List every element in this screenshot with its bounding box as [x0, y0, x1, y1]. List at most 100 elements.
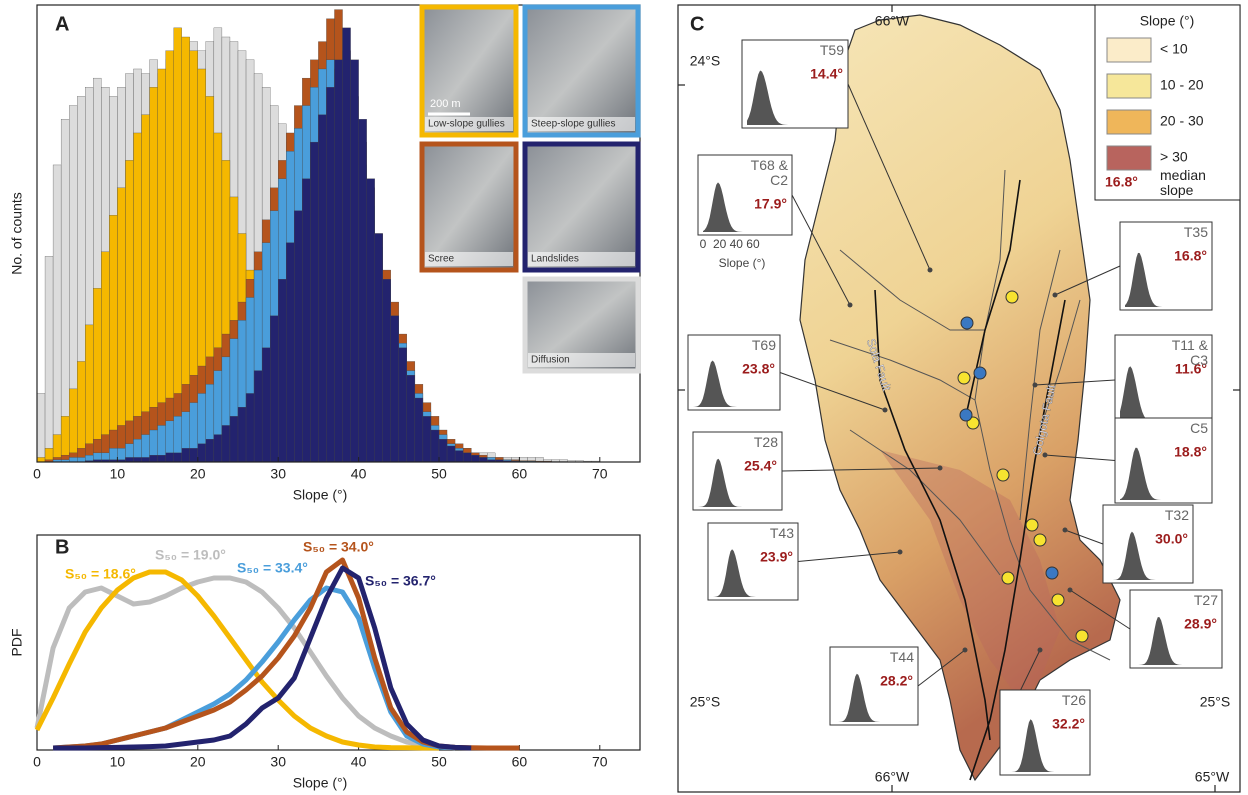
histogram-bar [262, 348, 270, 462]
longitude-label: 66°W [875, 13, 910, 29]
y-axis-label: PDF [9, 629, 25, 657]
inset-label: T32 [1135, 508, 1189, 523]
legend-swatch [1107, 74, 1151, 98]
legend-swatch [1107, 110, 1151, 134]
inset-site [1038, 648, 1043, 653]
histogram-bar [278, 279, 286, 462]
longitude-label: 66°W [875, 769, 910, 785]
histogram-bar [471, 455, 479, 462]
legend-swatch [1107, 38, 1151, 62]
median-label: S₅₀ = 36.7° [365, 573, 436, 589]
x-tick-label: 0 [33, 754, 41, 770]
inset-site [1063, 528, 1068, 533]
panel-letter: A [55, 13, 69, 35]
histogram-bar [238, 407, 246, 462]
figure-canvas: A B C 66°W 24°S 25°S 25°S 66°W 65°W Sola… [0, 0, 1248, 795]
histogram-bar [125, 457, 133, 462]
x-tick-label: 50 [431, 466, 447, 482]
inset-label: T27 [1164, 593, 1218, 608]
legend-label: > 30 [1160, 149, 1188, 165]
median-label: S₅₀ = 34.0° [303, 539, 374, 555]
figure: A B C 66°W 24°S 25°S 25°S 66°W 65°W Sola… [0, 0, 1248, 795]
pdf-line [37, 572, 439, 748]
inset-median: 23.8° [742, 361, 775, 377]
inset-axis-label: Slope (°) [719, 256, 766, 270]
inset-site [963, 648, 968, 653]
histogram-bar [174, 453, 182, 462]
inset-site [928, 268, 933, 273]
y-axis-label: No. of counts [9, 192, 25, 275]
legend-label: 10 - 20 [1160, 77, 1204, 93]
histogram-bar [479, 457, 487, 462]
histogram-bar [69, 457, 77, 462]
x-axis-label: Slope (°) [293, 775, 348, 791]
panel-letter: B [55, 536, 69, 558]
histogram-bar [423, 416, 431, 462]
median-label: S₅₀ = 19.0° [155, 547, 226, 563]
longitude-label: 65°W [1195, 769, 1230, 785]
inset-median: 28.9° [1184, 616, 1217, 632]
pdf-line [53, 588, 455, 748]
latitude-label: 24°S [690, 53, 721, 69]
histogram-bar [109, 215, 117, 462]
histogram-bar [150, 87, 158, 462]
inset-median: 32.2° [1052, 716, 1085, 732]
x-tick-label: 40 [351, 466, 367, 482]
legend-tile [525, 144, 638, 270]
inset-site [1033, 383, 1038, 388]
histogram-bar [69, 389, 77, 462]
histogram-bar [93, 288, 101, 462]
inset-tick-label: 0 [700, 237, 707, 251]
histogram-bar [142, 115, 150, 462]
histogram-bar [343, 28, 351, 462]
x-tick-label: 70 [592, 754, 608, 770]
latitude-label: 25°S [690, 694, 721, 710]
inset-median: 23.9° [760, 549, 793, 565]
inset-median: 17.9° [754, 196, 787, 212]
legend-swatch [1107, 146, 1151, 170]
x-tick-label: 20 [190, 466, 206, 482]
histogram-bar [455, 451, 463, 462]
histogram-bar [133, 457, 141, 462]
histogram-bar [415, 398, 423, 462]
inset-site [1068, 588, 1073, 593]
inset-label: T69 [722, 338, 776, 353]
histogram-bar [198, 444, 206, 462]
histogram-bar [158, 455, 166, 462]
panel-letter: C [690, 13, 704, 35]
legend-label: Low-slope gullies [428, 119, 505, 130]
histogram-bar [61, 119, 69, 462]
legend-label: 20 - 30 [1160, 113, 1204, 129]
median-label: S₅₀ = 18.6° [65, 566, 136, 582]
inset-site [938, 466, 943, 471]
inset-label: T28 [724, 435, 778, 450]
histogram-bar [214, 435, 222, 462]
x-tick-label: 10 [110, 754, 126, 770]
histogram-bar [391, 316, 399, 462]
inset-tick-label: 20 [713, 237, 727, 251]
histogram-bar [334, 60, 342, 462]
x-tick-label: 60 [512, 754, 528, 770]
inset-label: T43 [740, 526, 794, 541]
histogram-bar [399, 348, 407, 462]
inset-site [848, 303, 853, 308]
inset-median: 30.0° [1155, 531, 1188, 547]
histogram-bar [182, 448, 190, 462]
x-tick-label: 10 [110, 466, 126, 482]
histogram-bar [254, 371, 262, 462]
histogram-bar [407, 375, 415, 462]
legend-tile [422, 144, 516, 270]
inset-median: 14.4° [810, 66, 843, 82]
x-tick-label: 0 [33, 466, 41, 482]
median-label: S₅₀ = 33.4° [237, 560, 308, 576]
histogram-bar [45, 256, 53, 462]
histogram-bar [375, 234, 383, 463]
inset-site [1043, 453, 1048, 458]
inset-label: T26 [1032, 693, 1086, 708]
histogram-bar [133, 133, 141, 462]
histogram-bar [431, 430, 439, 462]
histogram-bar [310, 142, 318, 462]
legend-tile [525, 7, 638, 135]
x-tick-label: 40 [351, 754, 367, 770]
x-tick-label: 30 [270, 466, 286, 482]
